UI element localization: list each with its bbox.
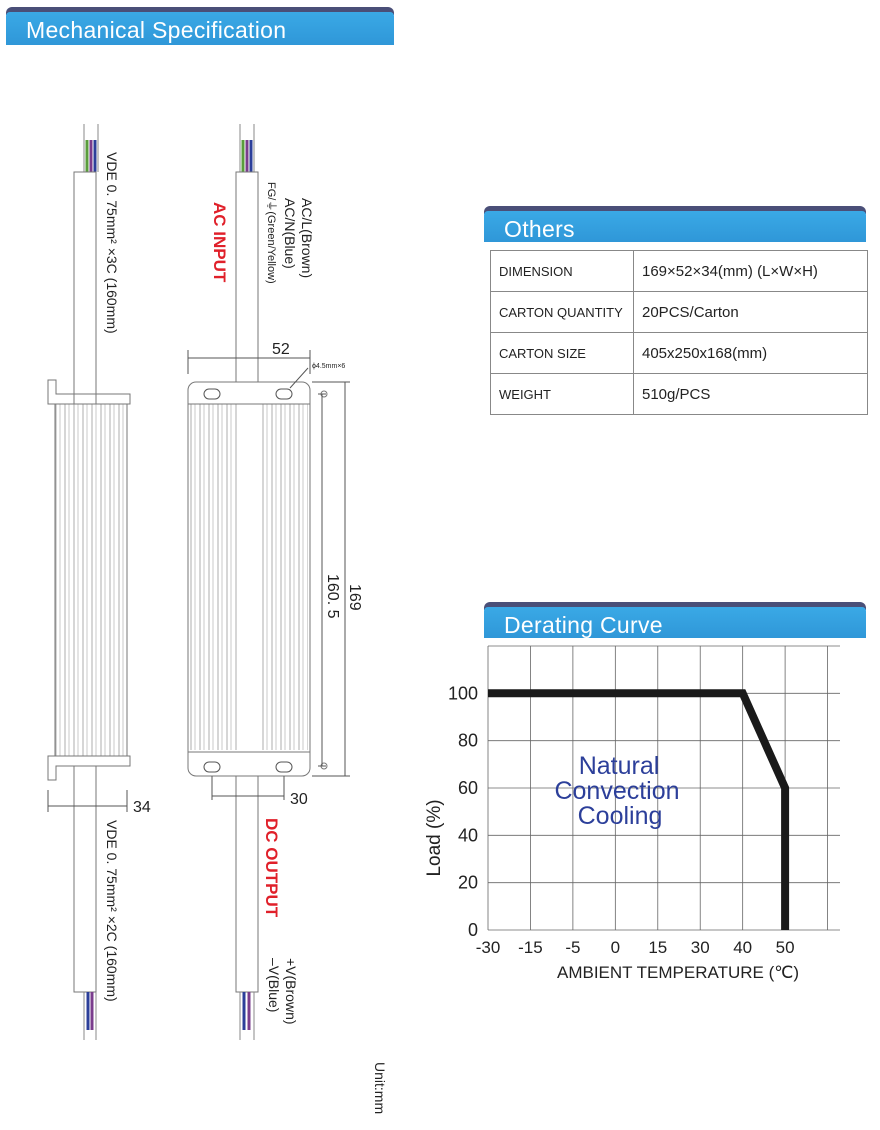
x-tick-label: 30 <box>691 938 710 957</box>
spec-value: 169×52×34(mm) (L×W×H) <box>633 250 868 292</box>
side-body <box>54 403 128 757</box>
header-tab-back <box>484 602 866 610</box>
dc-output-line: –V(Blue) <box>266 958 282 1012</box>
x-tick-label: 40 <box>733 938 752 957</box>
header-tab-front <box>6 12 394 45</box>
bottom-cable-label: VDE 0. 75mm² ×2C (160mm) <box>104 820 120 1002</box>
width-dimension: 52 <box>272 341 290 358</box>
y-tick-label: 80 <box>458 731 478 751</box>
x-tick-label: 15 <box>648 938 667 957</box>
header-tab-back <box>6 7 394 15</box>
top-wires <box>83 124 99 172</box>
hole-span-dimension: 160. 5 <box>324 574 341 619</box>
annotation-line: Natural <box>579 752 660 780</box>
spec-value: 405x250x168(mm) <box>633 332 868 374</box>
bottom-cable <box>73 765 97 993</box>
height-dimension: 34 <box>133 799 151 816</box>
output-wires <box>239 992 255 1040</box>
y-tick-label: 40 <box>458 825 478 845</box>
spec-key: CARTON SIZE <box>490 332 634 374</box>
hole-offset-dimension: 30 <box>290 791 308 808</box>
y-tick-label: 0 <box>468 920 478 940</box>
x-tick-label: 0 <box>611 938 620 957</box>
derating-chart: -30 -15 -5 0 15 30 40 50 0 20 40 60 80 100 Load (%) A… <box>424 645 840 982</box>
table-row: CARTON SIZE 405x250x168(mm) <box>490 332 868 374</box>
dc-output-line: +V(Brown) <box>283 958 299 1025</box>
mechanical-section-header: Mechanical Specification <box>6 7 394 45</box>
annotation-line: Cooling <box>578 802 663 830</box>
others-spec-table: DIMENSION 169×52×34(mm) (L×W×H) CARTON Q… <box>490 250 868 415</box>
input-wires <box>239 124 255 172</box>
ac-input-line: AC/N(Blue) <box>282 198 298 269</box>
table-row: WEIGHT 510g/PCS <box>490 373 868 415</box>
x-tick-label: -30 <box>476 938 501 957</box>
header-tab-front <box>484 211 866 242</box>
x-axis-label: AMBIENT TEMPERATURE (℃) <box>557 963 799 982</box>
mounting-hole <box>275 761 293 773</box>
others-title: Others <box>504 216 575 242</box>
spec-key: DIMENSION <box>490 250 634 292</box>
y-tick-label: 20 <box>458 873 478 893</box>
annotation-line: Convection <box>554 777 679 805</box>
output-cable <box>235 775 259 993</box>
input-cable <box>235 171 259 383</box>
top-cable <box>73 171 97 405</box>
x-tick-label: 50 <box>776 938 795 957</box>
spec-key: WEIGHT <box>490 373 634 415</box>
table-row: DIMENSION 169×52×34(mm) (L×W×H) <box>490 250 868 292</box>
y-axis-label: Load (%) <box>424 799 445 876</box>
spec-key: CARTON QUANTITY <box>490 291 634 333</box>
ac-input-line: FG/⏚(Green/Yellow) <box>265 182 278 284</box>
length-dimension: 169 <box>346 584 363 611</box>
mechanical-title: Mechanical Specification <box>26 17 287 43</box>
top-view: 52 ϕ4.5mm×6 169 160. 5 30 AC INPUT AC/L(… <box>187 124 363 1040</box>
unit-label: Unit:mm <box>372 1062 388 1115</box>
chart-ticks: -30 -15 -5 0 15 30 40 50 0 20 40 60 80 100 <box>448 683 795 957</box>
derating-section-header: Derating Curve <box>484 602 866 638</box>
dc-output-title: DC OUTPUT <box>262 818 281 918</box>
derating-title: Derating Curve <box>504 612 663 638</box>
bottom-wires <box>83 992 97 1040</box>
header-tab-front <box>484 607 866 638</box>
side-view: VDE 0. 75mm² ×3C (160mm) VDE 0. 75mm² ×2… <box>47 124 151 1040</box>
ac-input-title: AC INPUT <box>210 202 229 283</box>
mounting-hole <box>203 761 221 773</box>
mechanical-drawing: VDE 0. 75mm² ×3C (160mm) VDE 0. 75mm² ×2… <box>47 124 363 1040</box>
hole-label: ϕ4.5mm×6 <box>312 363 345 370</box>
y-tick-label: 60 <box>458 778 478 798</box>
others-section-header: Others <box>484 206 866 242</box>
derating-curve-line <box>488 689 790 930</box>
table-row: CARTON QUANTITY 20PCS/Carton <box>490 291 868 333</box>
header-tab-back <box>484 206 866 214</box>
mounting-hole <box>275 388 293 400</box>
ac-input-line: AC/L(Brown) <box>299 198 315 278</box>
x-tick-label: -15 <box>518 938 543 957</box>
mounting-hole <box>203 388 221 400</box>
y-tick-label: 100 <box>448 683 478 703</box>
top-cable-label: VDE 0. 75mm² ×3C (160mm) <box>104 152 120 334</box>
spec-value: 510g/PCS <box>633 373 868 415</box>
x-tick-label: -5 <box>565 938 580 957</box>
spec-value: 20PCS/Carton <box>633 291 868 333</box>
